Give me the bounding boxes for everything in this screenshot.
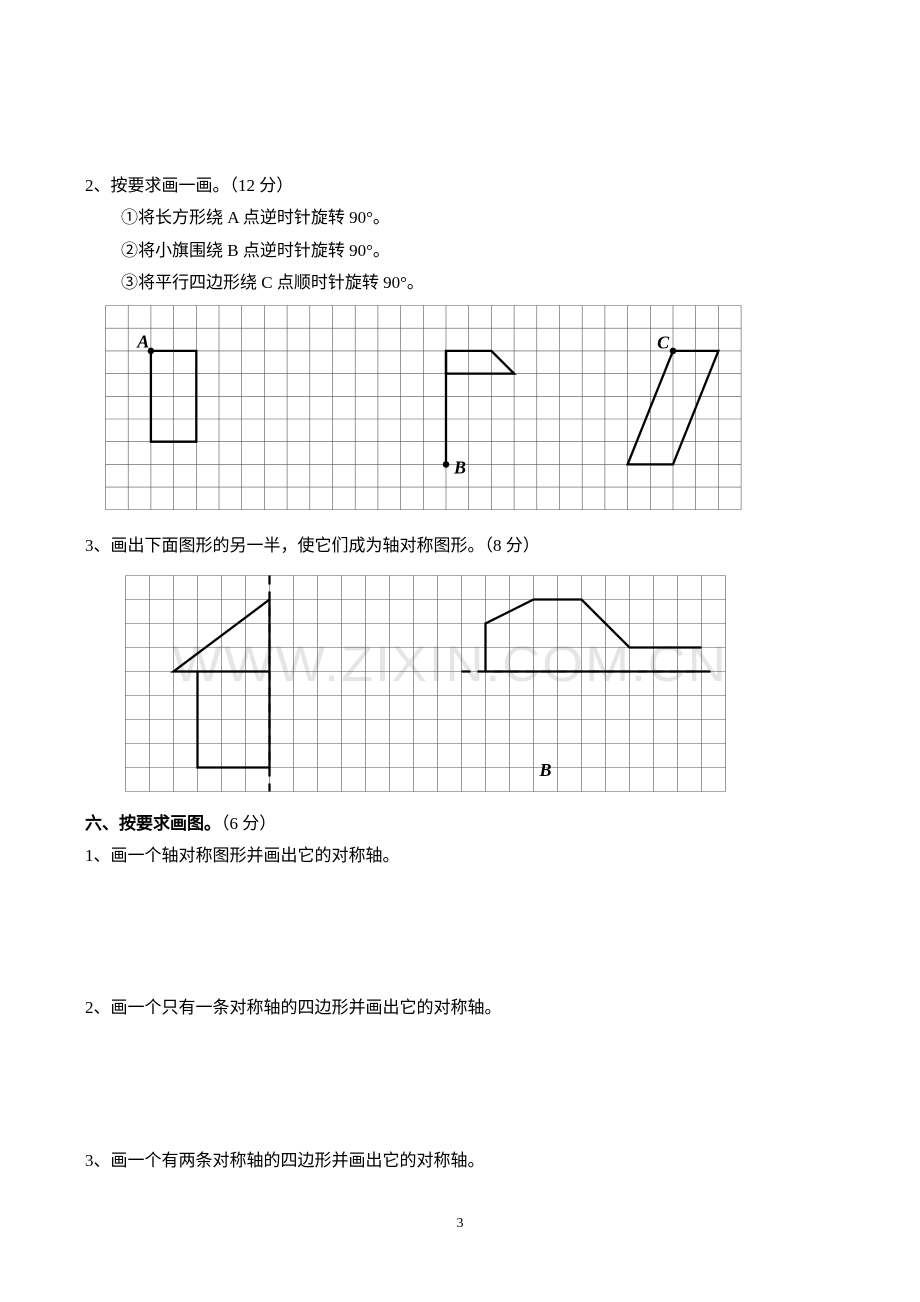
q2-title: 2、按要求画一画。（12 分） xyxy=(85,170,835,202)
sec6-s3: 3、画一个有两条对称轴的四边形并画出它的对称轴。 xyxy=(85,1145,835,1177)
sec6-heading-row: 六、按要求画图。（6 分） xyxy=(85,808,835,840)
svg-text:C: C xyxy=(657,333,670,353)
sec6-s1: 1、画一个轴对称图形并画出它的对称轴。 xyxy=(85,840,835,872)
q2-sub1: ①将长方形绕 A 点逆时针旋转 90°。 xyxy=(85,202,835,234)
svg-text:A: A xyxy=(136,332,149,352)
sec6-heading: 六、按要求画图。 xyxy=(85,814,221,833)
svg-text:B: B xyxy=(453,458,466,478)
q2-sub2: ②将小旗围绕 B 点逆时针旋转 90°。 xyxy=(85,235,835,267)
svg-text:B: B xyxy=(539,760,552,780)
sec6-s2: 2、画一个只有一条对称轴的四边形并画出它的对称轴。 xyxy=(85,992,835,1024)
q2-grid: A B C xyxy=(105,305,835,510)
q3-grid: B xyxy=(125,575,835,792)
q2-sub3: ③将平行四边形绕 C 点顺时针旋转 90°。 xyxy=(85,267,835,299)
q3-title: 3、画出下面图形的另一半，使它们成为轴对称图形。（8 分） xyxy=(85,530,835,562)
sec6-score: （6 分） xyxy=(221,814,276,833)
page-number: 3 xyxy=(457,1216,464,1232)
